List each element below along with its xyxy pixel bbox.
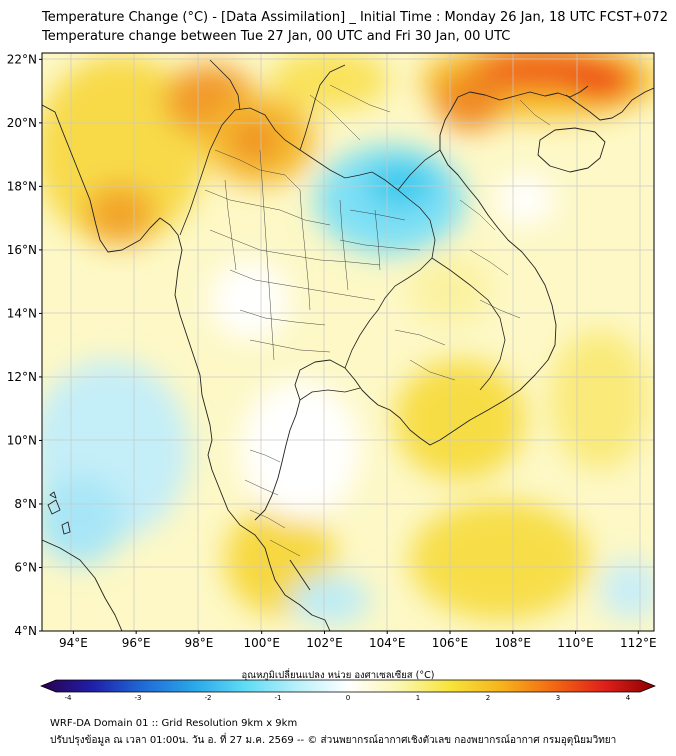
colorbar-tick-label: 0 <box>346 694 350 702</box>
colorbar-tick-label: 1 <box>416 694 420 702</box>
lat-label: 20°N <box>7 116 37 130</box>
temperature-field <box>42 53 654 625</box>
lon-label: 106°E <box>432 636 469 650</box>
graticule <box>42 53 654 631</box>
lon-label: 102°E <box>306 636 343 650</box>
lon-ticks <box>72 631 639 634</box>
colorbar-tick-label: -2 <box>205 694 212 702</box>
lat-label: 18°N <box>7 179 37 193</box>
colorbar-label: อุณหภูมิเปลี่ยนแปลง หน่วย องศาเซลเซียส (… <box>241 670 435 681</box>
country-borders <box>179 59 506 401</box>
colorbar-tick-label: 2 <box>486 694 490 702</box>
map-frame <box>41 52 655 632</box>
lat-ticks <box>39 58 42 632</box>
lat-label: 8°N <box>14 497 37 511</box>
colorbar-tick-label: -4 <box>65 694 73 702</box>
lat-label: 22°N <box>7 52 37 66</box>
lat-label: 12°N <box>7 370 37 384</box>
lon-label: 98°E <box>184 636 213 650</box>
colorbar-ticks: -4 -3 -2 -1 0 1 2 3 4 <box>65 694 631 702</box>
colorbar-tick-label: -3 <box>135 694 142 702</box>
footer-credit: ปรับปรุงข้อมูล ณ เวลา 01:00น. วัน อ. ที่… <box>50 735 617 746</box>
map-subtitle: Temperature change between Tue 27 Jan, 0… <box>42 29 511 44</box>
footer-model-info: WRF-DA Domain 01 :: Grid Resolution 9km … <box>50 718 298 729</box>
lat-label: 10°N <box>7 433 37 447</box>
lat-label: 6°N <box>14 560 37 574</box>
lat-label: 14°N <box>7 306 37 320</box>
lon-label: 96°E <box>122 636 151 650</box>
map-title: Temperature Change (°C) - [Data Assimila… <box>42 10 668 25</box>
lon-label: 108°E <box>495 636 532 650</box>
lon-labels: 94°E 96°E 98°E 100°E 102°E 104°E 106°E 108°E 110… <box>59 636 657 650</box>
province-borders <box>204 84 551 557</box>
lon-label: 100°E <box>243 636 280 650</box>
colorbar-tick-label: -1 <box>275 694 282 702</box>
lat-label: 16°N <box>7 243 37 257</box>
colorbar: -4 -3 -2 -1 0 1 2 3 4 <box>40 679 656 702</box>
lat-label: 4°N <box>14 624 37 638</box>
colorbar-tick-label: 3 <box>556 694 560 702</box>
lon-label: 112°E <box>620 636 657 650</box>
colorbar-body <box>40 679 656 693</box>
colorbar-tick-label: 4 <box>626 694 631 702</box>
lon-label: 110°E <box>557 636 594 650</box>
lon-label: 104°E <box>369 636 406 650</box>
lat-labels: 22°N 20°N 18°N 16°N 14°N 12°N 10°N 8°N 6°N 4°N <box>7 52 37 638</box>
lon-label: 94°E <box>59 636 88 650</box>
